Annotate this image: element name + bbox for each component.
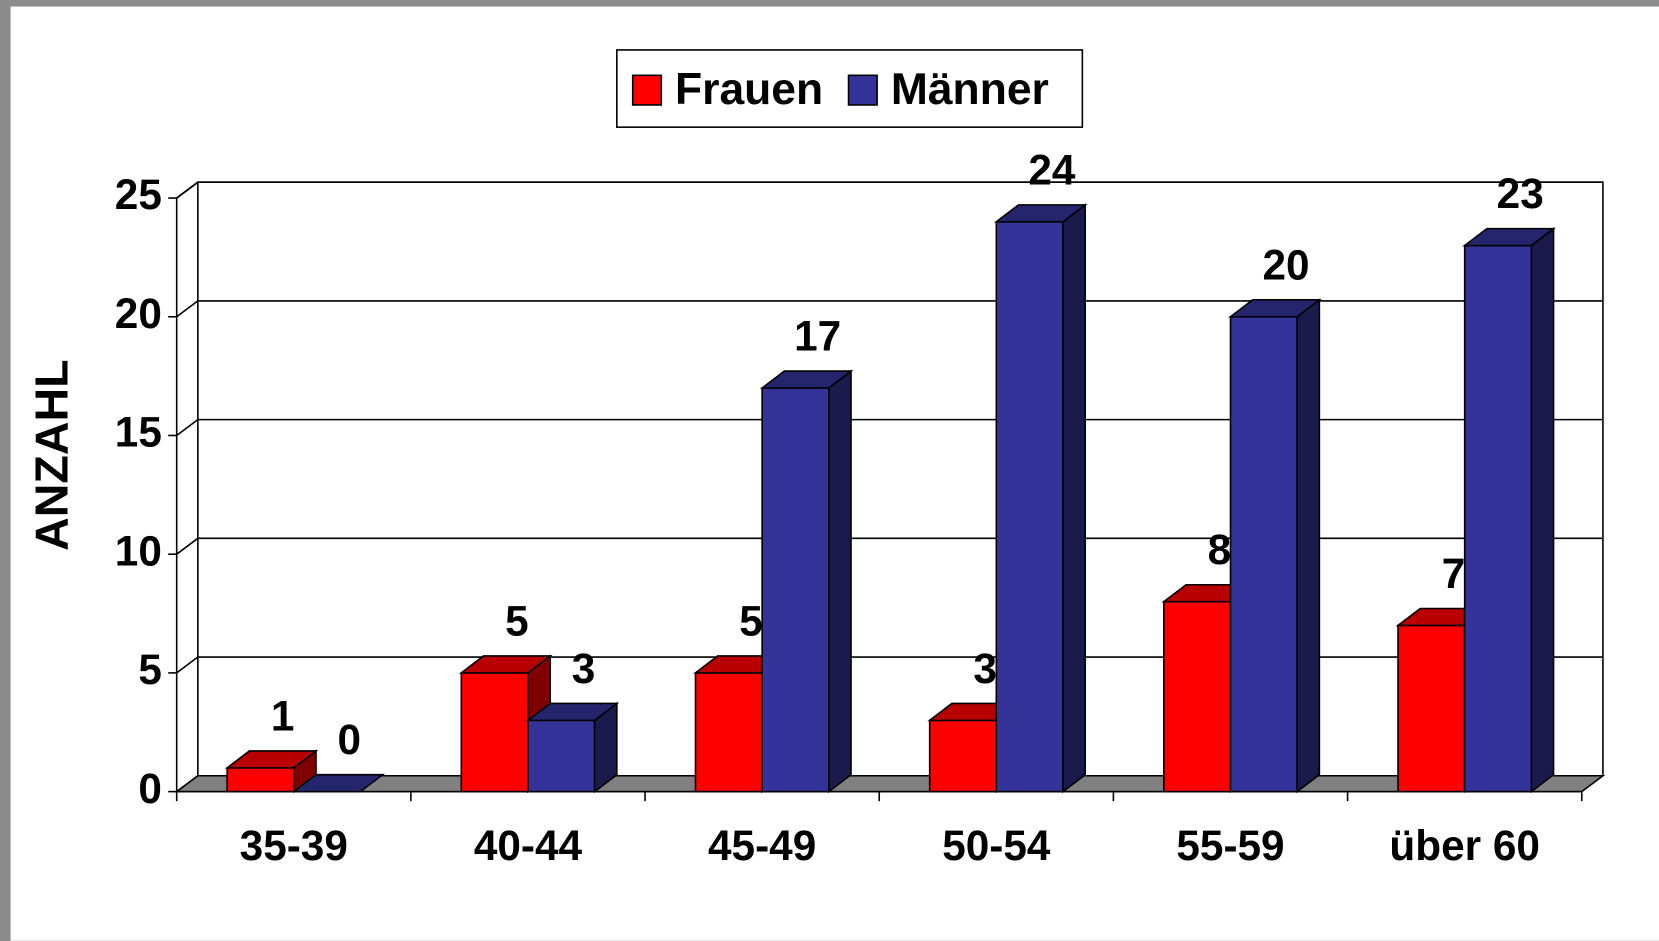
y-tick-label: 10 <box>115 527 162 574</box>
data-label: 5 <box>505 597 529 644</box>
bar-front <box>460 672 529 793</box>
bar-side <box>828 369 852 794</box>
bar-top <box>1228 299 1322 318</box>
y-tick-label: 0 <box>138 765 162 812</box>
data-label: 24 <box>1028 146 1076 193</box>
legend-label: Männer <box>891 65 1049 114</box>
data-label: 8 <box>1208 526 1232 573</box>
bar-front <box>527 719 596 793</box>
grid-line-side <box>176 300 199 318</box>
y-tick-label: 15 <box>115 409 162 456</box>
bar <box>1462 227 1556 794</box>
x-tick-label: 50-54 <box>942 822 1051 869</box>
data-label: 0 <box>338 716 362 763</box>
back-wall <box>197 181 1604 777</box>
floor <box>174 774 1606 793</box>
bar-top <box>993 204 1088 223</box>
y-tick-label: 20 <box>115 290 162 337</box>
x-tick-label: 45-49 <box>708 822 816 869</box>
bar-top <box>458 655 553 674</box>
bar-top <box>291 773 386 793</box>
bar-top <box>759 370 854 389</box>
data-label: 3 <box>572 645 596 692</box>
bar-top <box>1462 227 1556 247</box>
bar-front <box>928 719 998 793</box>
bar-side <box>1062 203 1086 794</box>
bar-side <box>1296 298 1321 794</box>
y-tick-label: 25 <box>115 171 162 218</box>
data-label: 20 <box>1263 241 1310 288</box>
x-tick-label: 35-39 <box>240 822 348 869</box>
y-tick-label: 5 <box>138 646 162 693</box>
grid-line-side <box>176 537 199 555</box>
bar-front <box>226 767 295 793</box>
grid-line-side <box>176 418 199 437</box>
bar-top <box>224 750 319 769</box>
grid-line-side <box>176 656 199 674</box>
data-label: 5 <box>739 597 763 644</box>
bar <box>525 701 620 794</box>
bar <box>291 773 386 793</box>
bar-front <box>761 387 830 793</box>
bar-side <box>1530 227 1555 794</box>
x-tick-label: 40-44 <box>474 822 583 869</box>
data-label: 23 <box>1497 170 1544 217</box>
x-tick-label: 55-59 <box>1176 822 1284 869</box>
bar <box>224 749 319 794</box>
bar-front <box>694 672 763 793</box>
x-tick-label: über 60 <box>1389 822 1540 869</box>
legend: Frauen Männer <box>616 49 1084 128</box>
bar-top <box>525 702 620 722</box>
bar-front <box>995 221 1064 793</box>
y-axis-label: ANZAHL <box>25 359 77 550</box>
bar-front <box>1397 624 1466 793</box>
bar-front <box>1229 315 1298 793</box>
bar <box>993 203 1088 794</box>
legend-swatch <box>631 74 663 106</box>
bar-front <box>1163 600 1232 793</box>
data-label: 7 <box>1442 550 1466 597</box>
legend-swatch <box>847 74 878 106</box>
bar-front <box>1463 244 1533 793</box>
data-label: 3 <box>973 645 997 692</box>
data-label: 17 <box>794 312 841 359</box>
data-label: 1 <box>271 692 295 739</box>
bar <box>1228 298 1322 794</box>
bar <box>759 369 854 794</box>
legend-label: Frauen <box>675 65 823 114</box>
grid-line-side <box>176 181 199 199</box>
